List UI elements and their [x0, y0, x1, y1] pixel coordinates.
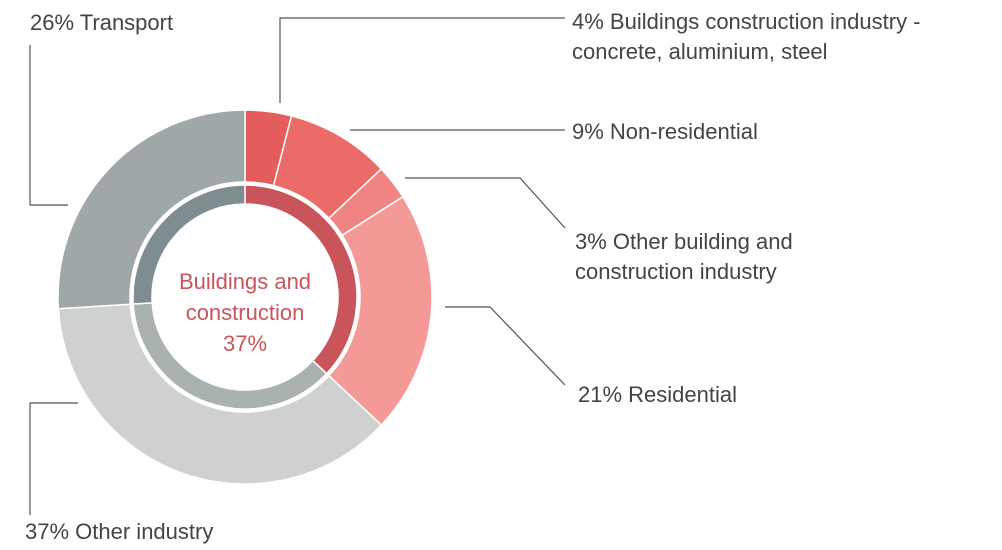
category-label: Buildings construction industry - concre… [572, 9, 921, 64]
value-label: 9% [572, 119, 604, 144]
category-label: Other industry [75, 519, 214, 544]
value-label: 37% [25, 519, 70, 544]
donut-segment [57, 109, 246, 310]
leader-line [279, 17, 565, 103]
center-label: Buildings and construction 37% [150, 266, 340, 359]
center-category: Buildings and construction [178, 269, 312, 325]
leader-line [445, 306, 566, 386]
segment-label: 3% Other building and construction indus… [575, 227, 855, 287]
value-label: 4% [572, 9, 604, 34]
segment-label: 9% Non-residential [572, 117, 758, 147]
segment-label: 37% Other industry [25, 517, 213, 547]
leader-line [29, 402, 78, 515]
leader-line [405, 177, 566, 229]
value-label: 26% [30, 10, 75, 35]
donut-segment [327, 195, 433, 427]
segment-label: 4% Buildings construction industry - con… [572, 7, 997, 67]
leader-line [29, 45, 68, 206]
value-label: 3% [575, 229, 607, 254]
segment-label: 21% Residential [578, 380, 737, 410]
center-value: 37% [222, 331, 268, 356]
category-label: Other building and construction industry [575, 229, 793, 284]
donut-segment [57, 303, 383, 485]
donut-segment [132, 184, 246, 305]
category-label: Non-residential [609, 119, 758, 144]
segment-label: 26% Transport [30, 8, 173, 38]
category-label: Residential [628, 382, 738, 407]
category-label: Transport [79, 10, 174, 35]
value-label: 21% [578, 382, 623, 407]
